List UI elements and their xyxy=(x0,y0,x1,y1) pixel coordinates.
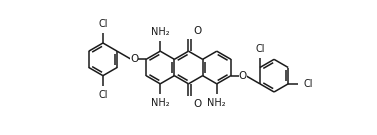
Text: O: O xyxy=(193,99,202,109)
Text: NH₂: NH₂ xyxy=(207,98,226,108)
Text: O: O xyxy=(239,71,247,81)
Text: Cl: Cl xyxy=(255,44,265,54)
Text: O: O xyxy=(193,26,202,36)
Text: Cl: Cl xyxy=(98,19,108,29)
Text: Cl: Cl xyxy=(303,79,313,89)
Text: NH₂: NH₂ xyxy=(151,27,170,37)
Text: Cl: Cl xyxy=(98,90,108,99)
Text: O: O xyxy=(130,54,138,64)
Text: NH₂: NH₂ xyxy=(151,98,170,108)
